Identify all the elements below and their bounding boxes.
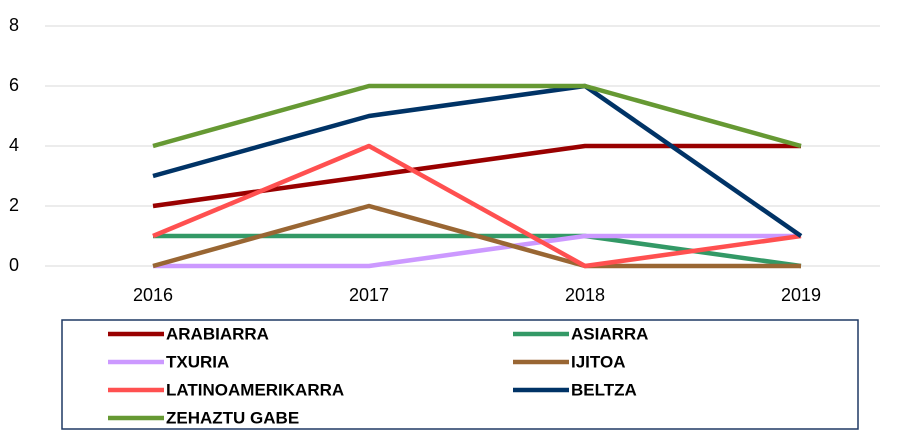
x-tick-label: 2016	[133, 285, 173, 305]
x-tick-label: 2017	[349, 285, 389, 305]
legend-label: LATINOAMERIKARRA	[166, 380, 344, 399]
y-tick-label: 2	[9, 195, 19, 215]
x-tick-label: 2018	[565, 285, 605, 305]
legend-label: ARABIARRA	[166, 324, 269, 343]
y-tick-label: 6	[9, 75, 19, 95]
legend-label: ASIARRA	[571, 324, 648, 343]
series-line	[152, 203, 801, 269]
y-tick-label: 8	[9, 15, 19, 35]
y-tick-label: 4	[9, 135, 19, 155]
series-line	[153, 233, 801, 269]
legend-label: IJITOA	[571, 352, 625, 371]
series-line	[152, 83, 803, 238]
legend-label: TXURIA	[166, 352, 229, 371]
legend-label: BELTZA	[571, 380, 637, 399]
legend-box	[61, 319, 859, 430]
legend-label: ZEHAZTU GABE	[166, 408, 299, 427]
series-line	[152, 83, 802, 149]
y-tick-label: 0	[9, 255, 19, 275]
x-tick-label: 2019	[781, 285, 821, 305]
series-line	[152, 143, 802, 269]
